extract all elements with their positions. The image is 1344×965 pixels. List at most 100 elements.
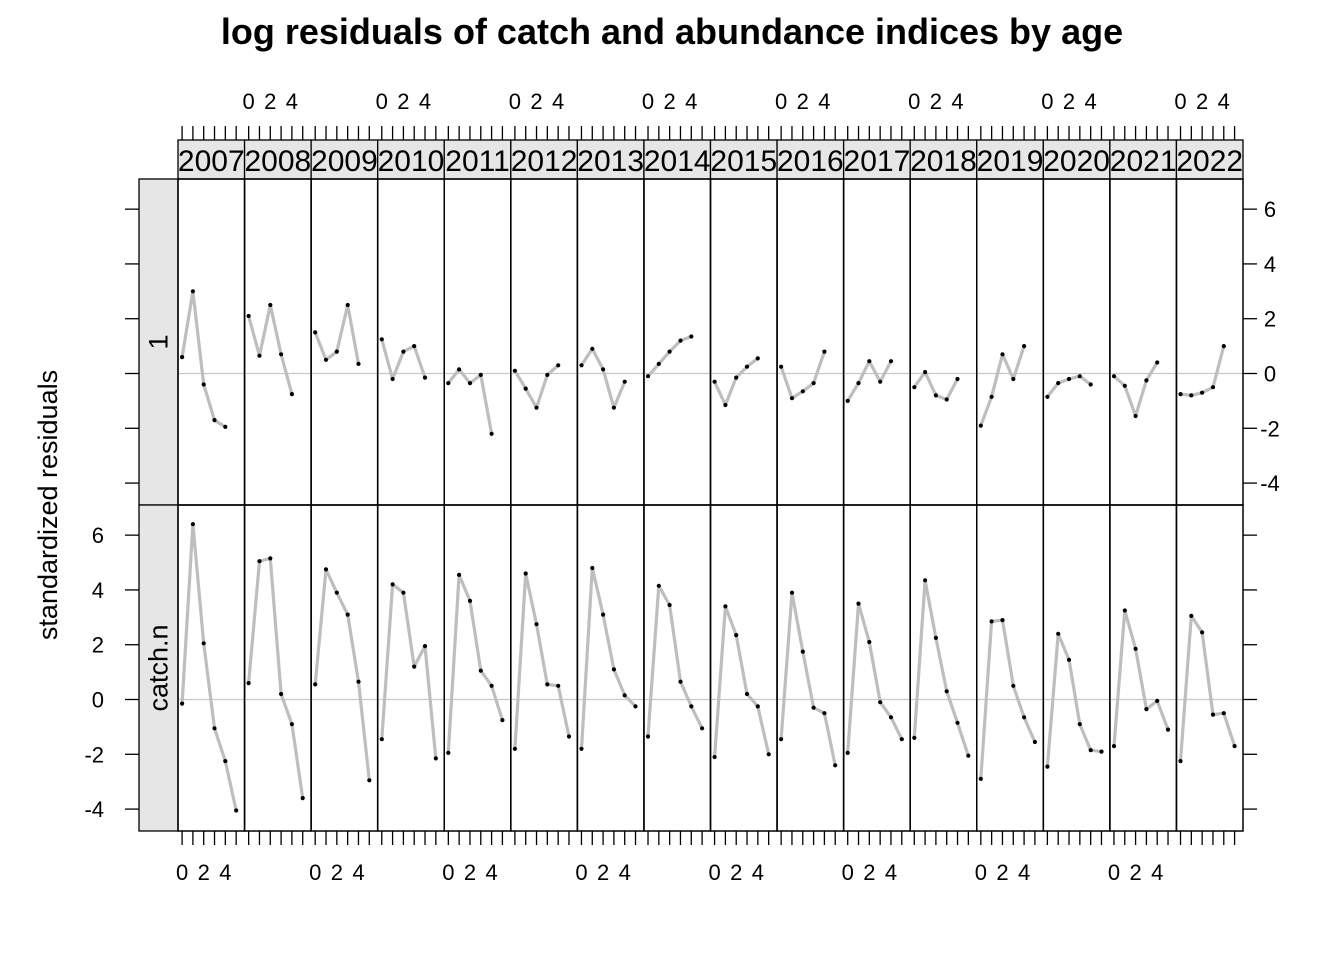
series-line-catch.n-2014 [646, 584, 704, 737]
panel-frame-0-2018 [909, 178, 978, 506]
data-point-catch.n-2012-age4 [556, 683, 561, 688]
chart-title: log residuals of catch and abundance ind… [221, 11, 1123, 52]
data-point-catch.n-2015-age0 [712, 754, 717, 760]
panel-frame-0-2010 [376, 178, 445, 506]
y-tick-label-left-2: 2 [92, 633, 104, 658]
data-point-catch.n-2019-age1 [989, 619, 994, 624]
year-strip-2020 [1042, 139, 1111, 180]
data-point-catch.n-2011-age4 [489, 683, 494, 688]
data-point-catch.n-2013-age3 [611, 667, 617, 672]
series-line-1-2013 [580, 347, 627, 410]
series-line-catch.n-2010 [380, 582, 438, 759]
data-point-catch.n-2018-age4 [955, 720, 960, 725]
data-point-catch.n-2016-age4 [822, 711, 827, 716]
series-line-1-2007 [180, 289, 227, 429]
data-point-catch.n-2018-age0 [912, 735, 917, 741]
data-point-1-2007-age1 [190, 289, 195, 294]
data-point-catch.n-2011-age5 [500, 718, 505, 723]
data-point-1-2009-age2 [334, 349, 339, 354]
x-tick-label-bottom-2007-0: 0 [176, 860, 188, 885]
data-point-1-2015-age2 [734, 375, 739, 380]
data-point-1-2021-age3 [1144, 378, 1149, 383]
data-point-catch.n-2013-age4 [622, 693, 627, 698]
data-point-1-2011-age1 [457, 367, 462, 372]
y-tick-label-right--4: -4 [1260, 471, 1280, 496]
data-point-1-2007-age2 [201, 382, 206, 387]
data-point-catch.n-2012-age3 [545, 682, 550, 687]
year-strip-label-2020: 2020 [1043, 145, 1110, 178]
data-point-catch.n-2019-age3 [1011, 683, 1016, 688]
data-point-1-2008-age1 [257, 353, 262, 358]
data-point-catch.n-2016-age0 [779, 737, 784, 742]
y-tick-label-left-0: 0 [92, 688, 104, 713]
panel-frame-0-2013 [576, 178, 645, 506]
series-line-catch.n-2017 [846, 601, 904, 754]
data-point-1-2013-age0 [579, 363, 584, 368]
x-tick-label-top-2018-0: 0 [908, 89, 920, 114]
data-point-1-2017-age4 [888, 359, 894, 364]
data-point-1-2008-age3 [279, 352, 284, 357]
x-tick-label-top-2020-0: 0 [1041, 89, 1053, 114]
year-strip-label-2007: 2007 [178, 145, 245, 178]
x-tick-label-bottom-2015-0: 0 [708, 860, 720, 885]
panel-frame-0-2019 [976, 178, 1045, 506]
data-point-1-2014-age3 [678, 338, 683, 343]
x-tick-label-top-2010-4: 4 [419, 89, 431, 114]
series-line-catch.n-2009 [313, 567, 371, 781]
series-line-catch.n-2013 [579, 566, 637, 749]
data-point-catch.n-2015-age5 [766, 752, 771, 757]
data-point-catch.n-2011-age3 [478, 668, 483, 673]
data-point-1-2013-age2 [601, 367, 606, 372]
data-point-catch.n-2022-age0 [1178, 759, 1183, 764]
data-point-catch.n-2017-age5 [899, 737, 904, 742]
data-point-1-2007-age3 [212, 418, 217, 423]
y-tick-label-left-6: 6 [92, 523, 104, 548]
x-tick-label-bottom-2019-0: 0 [975, 860, 987, 885]
y-axis-label: standardized residuals [33, 370, 63, 640]
data-point-catch.n-2021-age4 [1155, 698, 1160, 704]
data-point-catch.n-2012-age2 [534, 622, 539, 627]
data-point-catch.n-2022-age5 [1232, 744, 1237, 749]
data-point-catch.n-2010-age4 [422, 644, 428, 649]
data-point-1-2019-age0 [978, 423, 983, 428]
data-point-1-2015-age0 [712, 379, 717, 384]
x-tick-label-top-2012-4: 4 [552, 89, 564, 114]
data-point-catch.n-2014-age0 [645, 734, 651, 739]
data-point-1-2021-age2 [1133, 413, 1138, 419]
x-tick-label-bottom-2009-2: 2 [331, 860, 343, 885]
year-strip-2007 [177, 139, 246, 180]
data-point-1-2014-age2 [667, 349, 672, 354]
x-tick-label-bottom-2013-4: 4 [619, 860, 631, 885]
data-point-catch.n-2014-age3 [678, 679, 683, 684]
data-point-1-2019-age3 [1011, 376, 1016, 382]
data-point-1-2013-age4 [622, 379, 627, 384]
y-tick-label-left--4: -4 [84, 797, 104, 822]
data-point-1-2021-age4 [1155, 360, 1160, 365]
x-tick-label-top-2022-0: 0 [1174, 89, 1186, 114]
data-point-1-2020-age3 [1077, 374, 1082, 379]
data-point-1-2015-age1 [723, 402, 728, 408]
x-tick-label-top-2016-4: 4 [818, 89, 830, 114]
year-strip-2018 [909, 139, 978, 180]
x-tick-label-top-2016-2: 2 [797, 89, 809, 114]
x-tick-label-bottom-2013-2: 2 [597, 860, 609, 885]
data-point-1-2011-age0 [446, 381, 451, 386]
data-point-1-2021-age0 [1111, 374, 1117, 379]
x-tick-label-top-2018-4: 4 [951, 89, 963, 114]
data-point-catch.n-2012-age1 [523, 571, 528, 576]
data-point-catch.n-2011-age1 [457, 572, 462, 578]
data-point-1-2010-age0 [379, 337, 384, 342]
data-point-catch.n-2008-age4 [289, 722, 294, 727]
data-point-1-2014-age4 [689, 334, 694, 339]
data-point-1-2015-age4 [755, 356, 760, 361]
data-point-1-2013-age3 [611, 405, 617, 410]
data-point-catch.n-2019-age5 [1032, 739, 1037, 745]
data-point-catch.n-2007-age2 [201, 641, 206, 646]
data-point-1-2019-age4 [1022, 344, 1027, 349]
data-point-catch.n-2016-age2 [800, 649, 805, 654]
data-point-catch.n-2016-age5 [833, 763, 838, 768]
y-tick-label-right-6: 6 [1264, 197, 1276, 222]
data-point-1-2016-age1 [789, 396, 795, 401]
series-line-catch.n-2007 [180, 522, 238, 811]
row-strip-0 [138, 178, 179, 506]
